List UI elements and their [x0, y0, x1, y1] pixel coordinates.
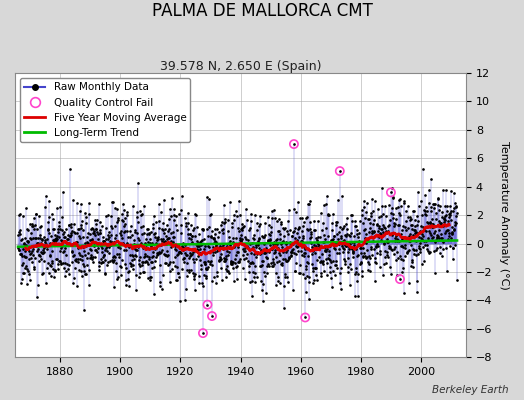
- Point: [208, 313, 216, 319]
- Point: [396, 276, 404, 282]
- Point: [290, 141, 298, 147]
- Point: [199, 330, 207, 336]
- Point: [301, 314, 309, 321]
- Text: Berkeley Earth: Berkeley Earth: [432, 385, 508, 395]
- Point: [335, 168, 344, 174]
- Y-axis label: Temperature Anomaly (°C): Temperature Anomaly (°C): [499, 141, 509, 290]
- Point: [203, 302, 212, 308]
- Text: PALMA DE MALLORCA CMT: PALMA DE MALLORCA CMT: [151, 2, 373, 20]
- Point: [387, 189, 395, 196]
- Legend: Raw Monthly Data, Quality Control Fail, Five Year Moving Average, Long-Term Tren: Raw Monthly Data, Quality Control Fail, …: [20, 78, 190, 142]
- Title: 39.578 N, 2.650 E (Spain): 39.578 N, 2.650 E (Spain): [160, 60, 321, 73]
